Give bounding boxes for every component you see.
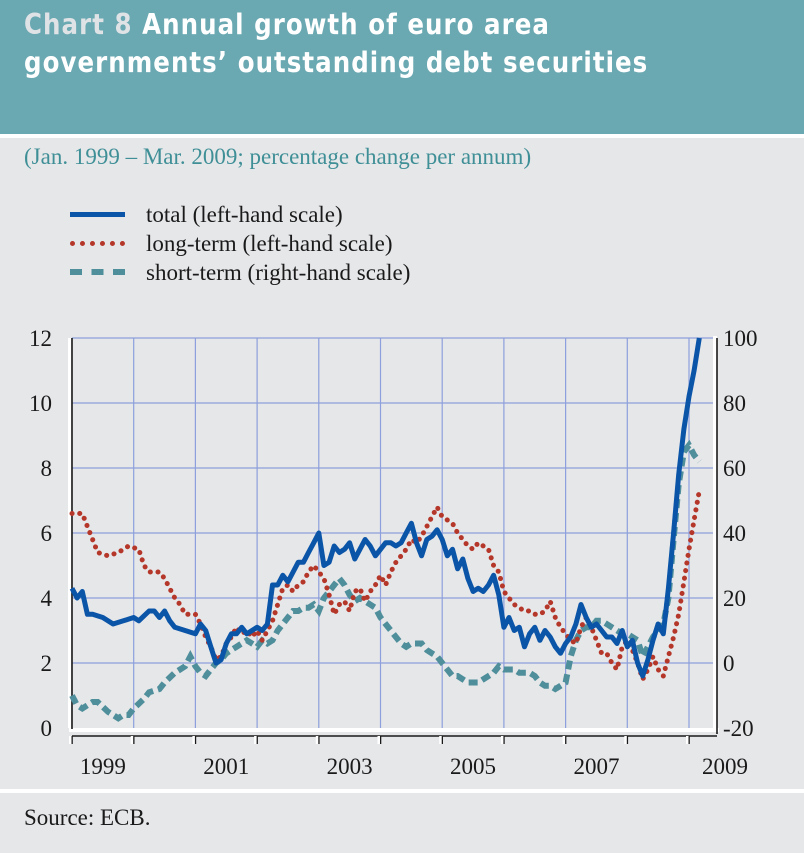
x-tick-label: 1999 bbox=[80, 754, 126, 779]
axes bbox=[68, 338, 719, 744]
chart-number: Chart 8 bbox=[24, 8, 133, 41]
y-right-tick-label: 40 bbox=[723, 521, 746, 546]
x-tick-label: 2003 bbox=[327, 754, 373, 779]
x-axis-tick-highlight bbox=[315, 736, 319, 744]
header-divider bbox=[0, 134, 804, 138]
x-axis-tick-highlight bbox=[686, 736, 689, 744]
chart-title: Chart 8 Annual growth of euro area gover… bbox=[24, 6, 686, 82]
series-group bbox=[69, 337, 702, 722]
y-right-tick-label: 100 bbox=[723, 326, 758, 351]
legend-swatch-dashed-line-icon bbox=[70, 269, 125, 275]
x-tick-label: 2007 bbox=[573, 754, 619, 779]
plot-right-gap bbox=[713, 336, 717, 730]
x-axis-tick-highlight bbox=[439, 736, 442, 744]
x-axis-tick-highlight bbox=[69, 736, 72, 744]
x-axis-tick-highlight bbox=[562, 736, 566, 744]
chart-subtitle: (Jan. 1999 – Mar. 2009; percentage chang… bbox=[24, 144, 532, 169]
y-left-tick-label: 2 bbox=[41, 651, 53, 676]
x-axis-tick-highlight bbox=[624, 736, 627, 744]
y-left-tick-label: 0 bbox=[41, 716, 53, 741]
y-left-tick-label: 6 bbox=[41, 521, 53, 546]
footer-divider bbox=[0, 789, 804, 793]
x-axis-tick-highlight bbox=[254, 736, 257, 744]
x-axis-tick-highlight bbox=[500, 736, 504, 744]
tick-labels: 0 2 4 6 8 10 12 -20 0 20 40 60 80 100 1999 2001 2003 2005… bbox=[29, 326, 758, 779]
series-line-short-term bbox=[69, 439, 702, 722]
y-right-tick-label: 20 bbox=[723, 586, 746, 611]
x-axis-tick-highlight bbox=[192, 736, 195, 744]
series-line-total bbox=[69, 337, 702, 679]
y-axis-left-strip bbox=[68, 338, 71, 728]
legend-label: long-term (left-hand scale) bbox=[146, 231, 393, 256]
y-left-tick-label: 8 bbox=[41, 456, 53, 481]
grid bbox=[72, 336, 717, 730]
legend-label: short-term (right-hand scale) bbox=[146, 260, 411, 285]
x-axis-tick-highlight bbox=[130, 736, 134, 744]
source-note: Source: ECB. bbox=[24, 805, 151, 830]
y-right-tick-label: 80 bbox=[723, 391, 746, 416]
x-axis-tick-highlight bbox=[377, 736, 380, 744]
y-left-tick-label: 4 bbox=[41, 586, 53, 611]
x-tick-label: 2001 bbox=[203, 754, 249, 779]
series-line-long-term bbox=[69, 488, 702, 686]
chart-title-line2: governments’ outstanding debt securities bbox=[24, 46, 649, 79]
x-tick-label: 2005 bbox=[450, 754, 496, 779]
y-right-tick-label: 60 bbox=[723, 456, 746, 481]
y-left-tick-label: 12 bbox=[29, 326, 52, 351]
legend-swatch-solid-line-icon bbox=[70, 212, 125, 217]
x-axis-strip bbox=[69, 728, 719, 732]
chart-title-line1: Annual growth of euro area bbox=[142, 8, 550, 41]
chart-header: Chart 8 Annual growth of euro area gover… bbox=[0, 0, 804, 134]
legend-swatch-dotted-line-icon bbox=[70, 241, 125, 246]
x-tick-label: 2009 bbox=[702, 754, 748, 779]
y-right-tick-label: 0 bbox=[723, 651, 735, 676]
legend-label: total (left-hand scale) bbox=[146, 202, 343, 227]
y-left-tick-label: 10 bbox=[29, 391, 52, 416]
y-right-tick-label: -20 bbox=[723, 716, 754, 741]
